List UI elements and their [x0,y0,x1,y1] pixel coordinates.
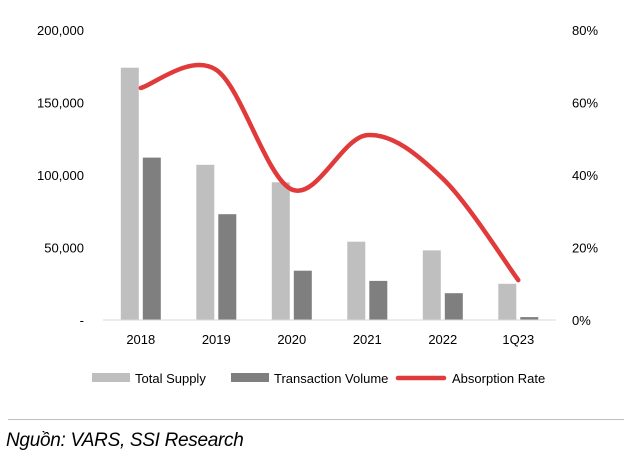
x-tick-label: 2022 [428,332,457,347]
bar-total-supply-1q23 [498,283,517,321]
combo-chart-svg: - 50,000 100,000 150,000 200,000 0% 20% 40% 60%… [37,23,598,386]
line-absorption-rate [138,62,521,283]
bar-total-supply-2021 [347,241,366,320]
y-left-tick-label: 50,000 [44,241,84,256]
y-left-tick-label: 100,000 [37,168,84,183]
x-tick-label: 1Q23 [502,332,534,347]
x-tick-label: 2019 [202,332,231,347]
bar-transaction-volume-2019 [218,214,237,320]
bar-transaction-volume-2020 [293,270,312,320]
legend-swatch-total-supply [92,373,130,382]
x-tick-label: 2018 [126,332,155,347]
legend-label-transaction-volume: Transaction Volume [274,371,388,386]
y-right-tick-label: 40% [572,168,598,183]
line-layer [138,62,521,283]
legend-label-absorption-rate: Absorption Rate [452,371,545,386]
bar-total-supply-2019 [196,164,215,320]
y-left-ticks: - 50,000 100,000 150,000 200,000 [37,23,84,328]
y-left-tick-label: 200,000 [37,23,84,38]
divider [8,419,624,420]
x-tick-label: 2020 [277,332,306,347]
legend-swatch-transaction-volume [231,373,269,382]
y-left-tick-label: 150,000 [37,96,84,111]
legend-label-total-supply: Total Supply [135,371,206,386]
bars-group [120,67,539,321]
y-right-tick-label: 0% [572,313,591,328]
y-right-tick-label: 60% [572,96,598,111]
x-tick-label: 2021 [353,332,382,347]
bar-transaction-volume-2021 [369,280,388,320]
y-right-tick-label: 20% [572,241,598,256]
legend: Total Supply Transaction Volume Absorption… [92,371,545,386]
y-right-ticks: 0% 20% 40% 60% 80% [572,23,598,328]
bar-total-supply-2018 [120,67,139,320]
y-right-tick-label: 80% [572,23,598,38]
bar-total-supply-2022 [422,250,441,320]
source-note: Nguồn: VARS, SSI Research [6,430,244,451]
y-left-tick-label: - [80,313,84,328]
bar-transaction-volume-2018 [142,157,161,320]
bar-transaction-volume-1q23 [520,317,539,320]
x-ticks: 2018 2019 2020 2021 2022 1Q23 [126,332,534,347]
chart: - 50,000 100,000 150,000 200,000 0% 20% 40% 60%… [37,23,598,386]
bar-total-supply-2020 [271,182,290,321]
bar-transaction-volume-2022 [444,293,463,320]
